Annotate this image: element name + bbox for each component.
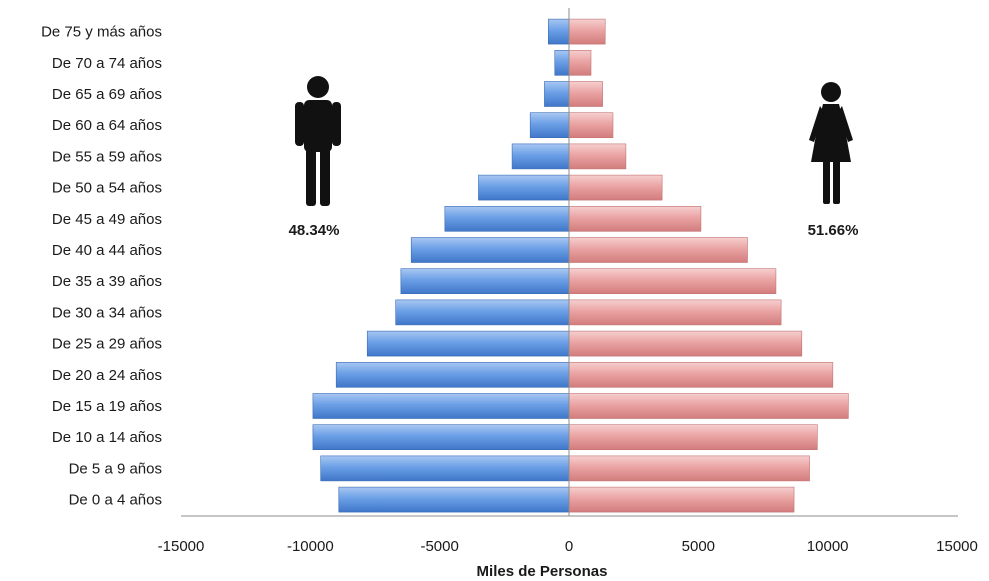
male-bar [320, 455, 570, 482]
female-bar [568, 424, 818, 451]
category-label: De 45 a 49 años [52, 211, 162, 228]
female-bar [568, 455, 810, 482]
x-tick-label: 0 [565, 538, 573, 555]
category-label: De 25 a 29 años [52, 336, 162, 353]
bars-group [312, 18, 849, 513]
x-tick-label: 15000 [936, 538, 978, 555]
x-tick-label: 10000 [807, 538, 849, 555]
female-bar [568, 299, 782, 326]
male-bar [529, 112, 570, 138]
category-label: De 35 a 39 años [52, 273, 162, 290]
female-bar [568, 143, 627, 170]
male-bar [312, 393, 570, 419]
male-bar [444, 206, 570, 232]
male-bar [554, 49, 570, 76]
female-bar [568, 237, 748, 263]
female-bar [568, 268, 777, 295]
male-bar [335, 361, 570, 388]
category-labels: De 0 a 4 años De 5 a 9 años De 10 a 14 año… [41, 24, 162, 509]
female-bar [568, 49, 592, 76]
female-bar [568, 18, 606, 45]
male-bar [544, 81, 570, 107]
man-icon [295, 76, 341, 206]
female-bar [568, 393, 849, 419]
category-label: De 40 a 44 años [52, 242, 162, 259]
category-label: De 50 a 54 años [52, 180, 162, 197]
male-percentage: 48.34% [289, 222, 340, 239]
x-tick-label: -15000 [158, 538, 205, 555]
female-bar [568, 112, 614, 138]
category-label: De 5 a 9 años [69, 460, 162, 477]
male-bar [548, 18, 570, 45]
category-label: De 70 a 74 años [52, 55, 162, 72]
x-tick-label: -10000 [287, 538, 334, 555]
male-bar [312, 424, 570, 451]
woman-icon [809, 82, 853, 204]
female-bar [568, 174, 663, 201]
x-tick-label: -5000 [420, 538, 458, 555]
category-label: De 0 a 4 años [69, 492, 162, 509]
male-bar [338, 486, 570, 513]
category-label: De 75 y más años [41, 24, 162, 41]
category-label: De 65 a 69 años [52, 86, 162, 103]
category-label: De 10 a 14 años [52, 429, 162, 446]
male-bar [478, 174, 570, 201]
x-tick-labels: -15000 -10000 -5000 0 5000 10000 15000 [158, 538, 978, 555]
male-bar [511, 143, 570, 170]
female-bar [568, 330, 803, 357]
male-bar [366, 330, 570, 357]
category-label: De 30 a 34 años [52, 304, 162, 321]
female-bar [568, 486, 795, 513]
x-axis-title: Miles de Personas [477, 563, 608, 580]
female-bar [568, 81, 603, 107]
male-bar [400, 268, 570, 295]
female-bar [568, 361, 834, 388]
male-bar [395, 299, 570, 326]
male-bar [410, 237, 570, 263]
category-label: De 55 a 59 años [52, 148, 162, 165]
category-label: De 20 a 24 años [52, 367, 162, 384]
x-tick-label: 5000 [682, 538, 715, 555]
female-bar [568, 206, 702, 232]
category-label: De 15 a 19 años [52, 398, 162, 415]
category-label: De 60 a 64 años [52, 117, 162, 134]
female-percentage: 51.66% [808, 222, 859, 239]
